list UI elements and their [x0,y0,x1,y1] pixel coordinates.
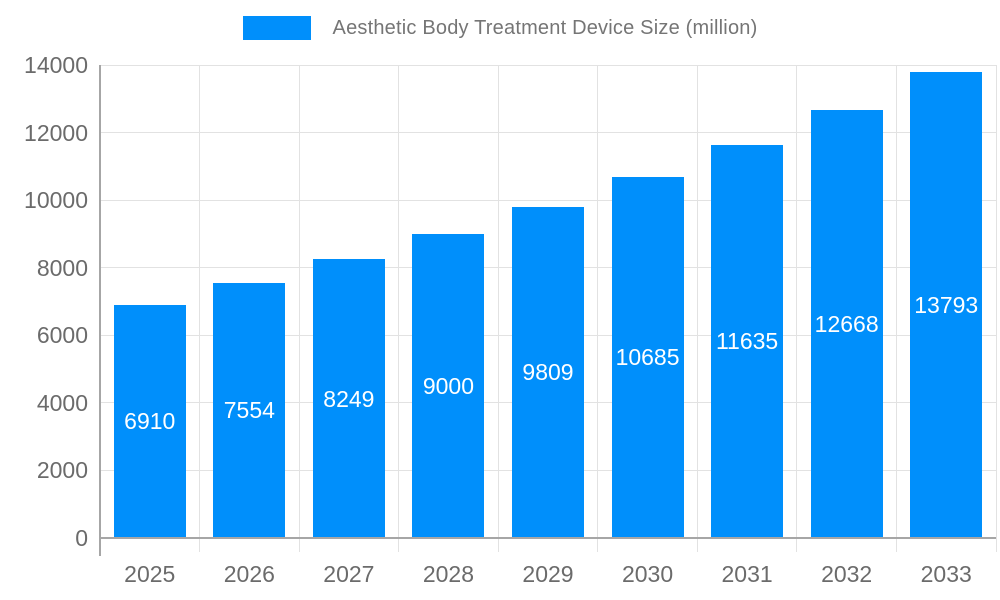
legend-swatch [242,16,311,40]
x-axis-tick-label: 2027 [323,561,375,587]
y-axis-tick-label: 14000 [24,52,88,78]
bar[interactable] [113,304,186,538]
h-gridline [100,64,996,66]
x-axis-tick-label: 2031 [721,561,773,587]
y-axis-tick-label: 10000 [24,187,88,214]
bar[interactable] [711,144,784,538]
legend-label: Aesthetic Body Treatment Device Size (mi… [332,16,758,39]
x-axis-tick-label: 2029 [522,561,574,587]
y-axis-tick-label: 2000 [36,457,88,484]
v-gridline [199,65,201,552]
y-axis-tick-label: 4000 [36,389,88,416]
x-axis-tick-label: 2030 [621,561,674,587]
legend-item[interactable]: Aesthetic Body Treatment Device Size (mi… [242,16,758,40]
x-axis-line [99,537,996,539]
y-axis-tick-label: 0 [75,525,88,551]
v-gridline [696,65,698,552]
h-gridline [100,199,996,201]
bar-value-label: 6910 [124,408,176,435]
v-gridline [895,65,897,552]
bar[interactable] [910,71,983,538]
v-gridline [298,65,300,552]
bar-value-label: 10685 [615,344,680,371]
bar-value-label: 12668 [814,311,879,337]
x-axis-tick-label: 2028 [422,561,475,587]
y-axis-tick-label: 6000 [36,322,88,349]
bar-value-label: 11635 [715,328,779,355]
bar[interactable] [412,233,485,538]
bar-value-label: 9809 [522,359,574,386]
v-gridline [597,65,599,552]
x-axis-tick-label: 2026 [223,561,275,587]
bar[interactable] [213,282,286,538]
x-axis-tick-label: 2033 [920,561,972,587]
bar[interactable] [810,110,883,538]
v-gridline [497,65,499,552]
bar-value-label: 8249 [323,385,375,412]
x-axis-tick-label: 2032 [821,561,873,587]
bar-value-label: 9000 [422,372,475,399]
y-axis-tick-label: 8000 [36,254,88,281]
v-gridline [995,65,997,552]
bar-value-label: 7554 [223,397,275,424]
v-gridline [796,65,798,552]
legend: Aesthetic Body Treatment Device Size (mi… [0,16,1000,40]
bar-value-label: 13793 [914,291,979,318]
y-axis-tick-label: 12000 [24,119,88,146]
y-axis-line [99,65,101,556]
v-gridline [398,65,400,552]
bar[interactable] [312,259,385,538]
bar[interactable] [512,206,584,538]
x-axis-tick-label: 2025 [124,561,176,587]
bar[interactable] [611,176,684,538]
h-gridline [100,132,996,134]
